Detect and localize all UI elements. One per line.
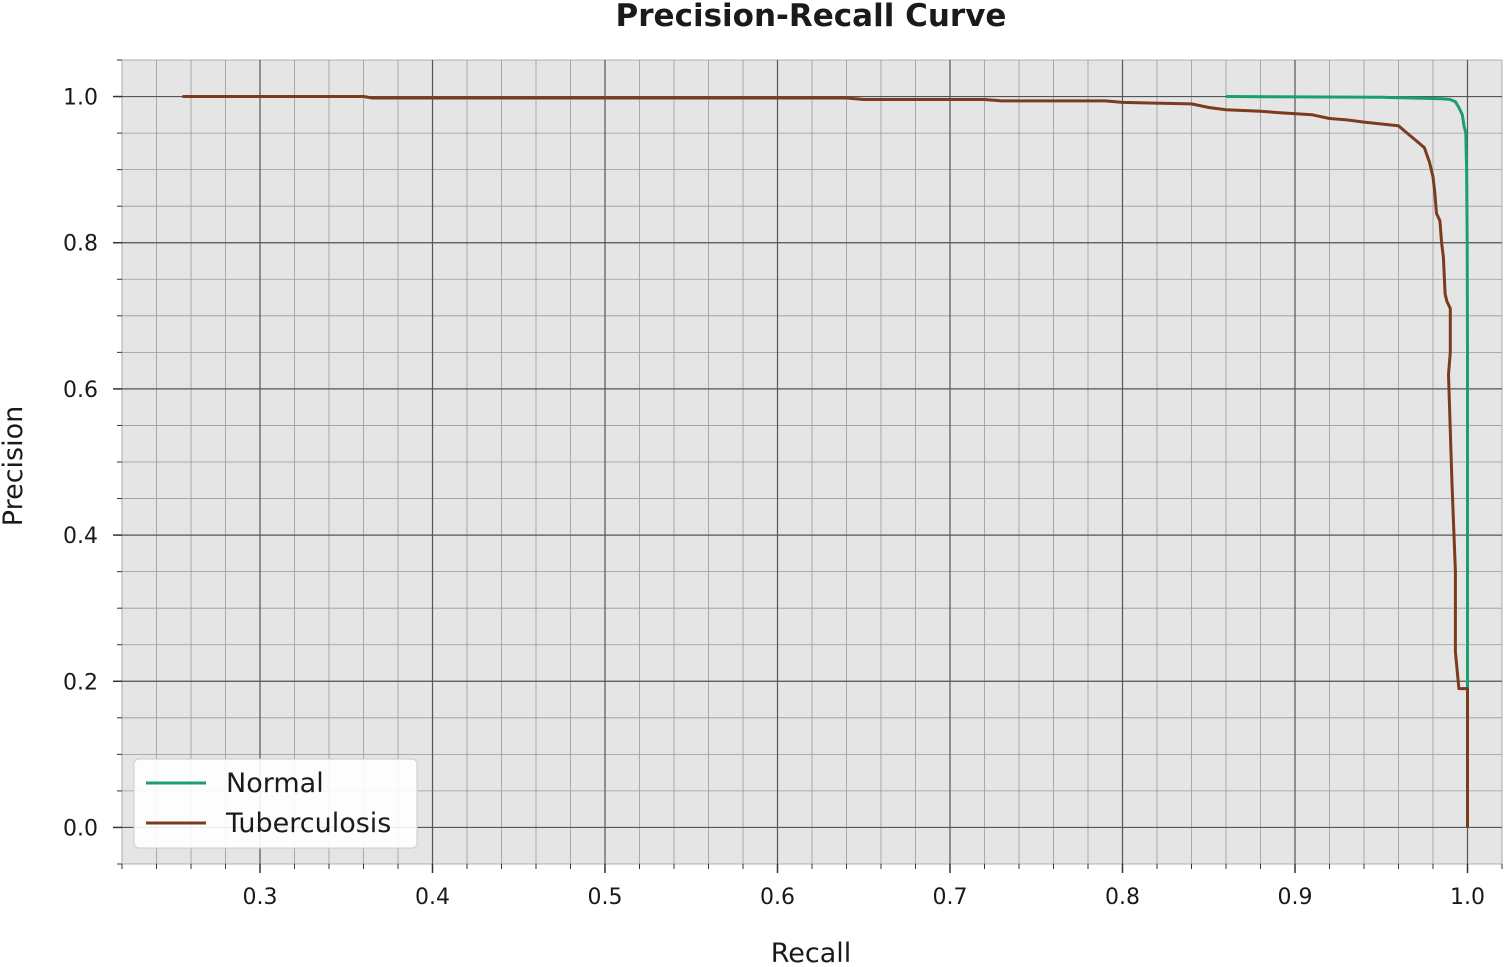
- legend-label-tuberculosis: Tuberculosis: [225, 808, 391, 839]
- x-tick-label: 0.9: [1278, 885, 1313, 910]
- legend: Normal Tuberculosis: [133, 758, 418, 849]
- y-tick-label: 0.4: [63, 524, 98, 549]
- y-tick-label: 0.6: [63, 378, 98, 403]
- x-tick-label: 0.8: [1105, 885, 1140, 910]
- y-tick-label: 0.8: [63, 232, 98, 257]
- y-axis-label: Precision: [0, 406, 29, 526]
- series-line-tuberculosis: [182, 95, 1469, 828]
- x-tick-label: 0.7: [933, 885, 968, 910]
- x-tick-label: 1.0: [1450, 885, 1485, 910]
- series-layer: [182, 95, 1469, 828]
- series-line-normal: [1225, 95, 1469, 828]
- x-tick-label: 0.3: [243, 885, 278, 910]
- x-tick-label: 0.5: [588, 885, 623, 910]
- y-tick-label: 0.2: [63, 670, 98, 695]
- y-tick-label: 0.0: [63, 816, 98, 841]
- y-axis-ticks: 0.0 0.2 0.4 0.6 0.8 1.0: [63, 59, 122, 865]
- chart-title: Precision-Recall Curve: [616, 0, 1007, 34]
- x-axis-ticks: 0.3 0.4 0.5 0.6 0.7 0.8 0.9 1.0: [121, 864, 1503, 910]
- y-tick-label: 1.0: [63, 86, 98, 111]
- x-tick-label: 0.4: [415, 885, 450, 910]
- x-tick-label: 0.6: [760, 885, 795, 910]
- x-axis-label: Recall: [771, 938, 852, 967]
- legend-label-normal: Normal: [226, 768, 324, 799]
- legend-box: [133, 758, 418, 849]
